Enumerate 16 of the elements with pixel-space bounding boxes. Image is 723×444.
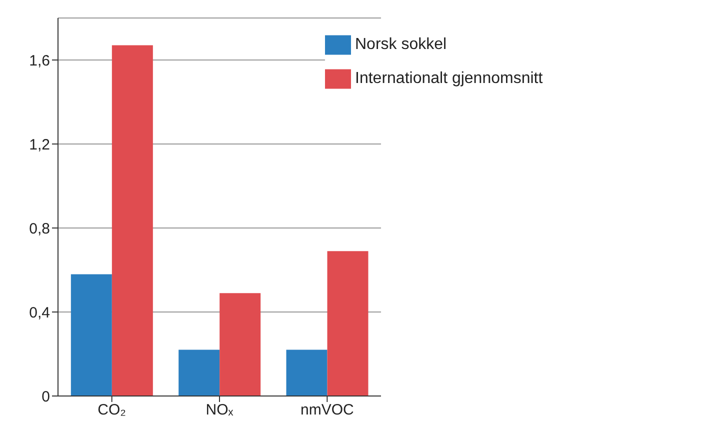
bar <box>178 350 220 396</box>
y-tick-label: 1,6 <box>29 52 50 70</box>
x-tick-label: CO₂ <box>98 402 126 419</box>
bar <box>112 45 153 396</box>
legend-label: Internationalt gjennomsnitt <box>355 70 543 87</box>
x-tick-label: NOₓ <box>206 402 234 419</box>
bar <box>286 350 328 396</box>
y-tick-label: 1,2 <box>29 136 50 154</box>
x-tick-label: nmVOC <box>300 402 354 419</box>
bar <box>70 274 112 396</box>
legend-label: Norsk sokkel <box>355 36 447 53</box>
y-tick-label: 0 <box>42 388 50 406</box>
y-tick-label: 0,8 <box>29 220 50 238</box>
y-tick-label: 0,4 <box>29 304 50 322</box>
bar <box>327 251 368 396</box>
bar <box>220 293 261 396</box>
